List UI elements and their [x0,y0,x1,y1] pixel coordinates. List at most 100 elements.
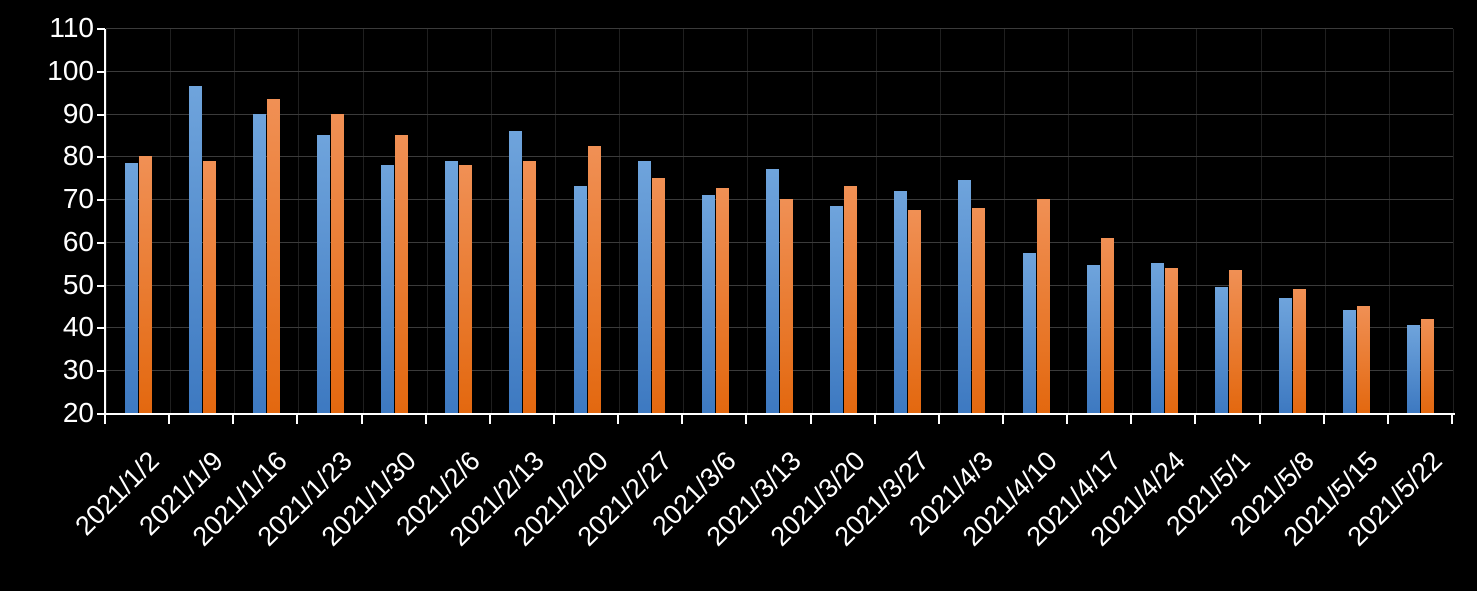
bar-orange-series [972,207,986,413]
x-axis-line [104,413,1455,415]
gridline-vertical [491,29,492,413]
bar-blue-series [381,164,395,413]
gridline-vertical [1132,29,1133,413]
bar-orange-series [138,156,152,413]
gridline-horizontal [106,114,1453,115]
gridline-vertical [427,29,428,413]
x-axis-tick [361,415,363,424]
bar-blue-series [252,113,266,413]
gridline-vertical [106,29,107,413]
bar-orange-series [651,177,665,413]
gridline-vertical [940,29,941,413]
gridline-horizontal [106,327,1453,328]
x-axis-tick [874,415,876,424]
gridline-vertical [555,29,556,413]
y-axis-tick [97,327,105,329]
gridline-horizontal [106,242,1453,243]
gridline-horizontal [106,71,1453,72]
gridline-vertical [876,29,877,413]
gridline-vertical [812,29,813,413]
gridline-vertical [619,29,620,413]
bar-blue-series [445,160,459,413]
bar-blue-series [1022,252,1036,413]
bar-orange-series [523,160,537,413]
bar-orange-series [908,209,922,413]
gridline-vertical [683,29,684,413]
gridline-vertical [1389,29,1390,413]
bar-blue-series [317,134,330,413]
bar-blue-series [637,160,651,413]
x-axis-tick [1259,415,1261,424]
x-axis-tick [745,415,747,424]
x-axis-tick [489,415,491,424]
bar-orange-series [1164,267,1178,413]
x-axis-tick [1002,415,1004,424]
y-tick-label: 40 [62,311,94,342]
bar-orange-series [1421,318,1435,413]
x-axis-tick [425,415,427,424]
bar-orange-series [715,188,729,413]
y-axis-tick [97,242,105,244]
bar-orange-series [780,199,793,413]
bar-blue-series [894,190,908,413]
bar-orange-series [1229,269,1242,413]
bar-orange-series [1357,306,1371,413]
gridline-horizontal [106,28,1453,29]
y-axis-tick [97,413,105,415]
bar-blue-series [958,179,972,413]
gridline-vertical [1261,29,1262,413]
x-axis-tick [296,415,298,424]
x-axis-tick [681,415,683,424]
bar-orange-series [395,134,409,413]
gridline-vertical [1068,29,1069,413]
gridline-vertical [363,29,364,413]
gridline-horizontal [106,156,1453,157]
x-axis-tick [810,415,812,424]
y-axis-tick [97,114,105,116]
y-axis-tick [97,156,105,158]
bar-blue-series [1343,310,1357,413]
gridline-horizontal [106,370,1453,371]
gridline-vertical [747,29,748,413]
bar-orange-series [266,98,280,413]
x-axis-tick [617,415,619,424]
y-tick-label: 60 [62,226,94,257]
bar-orange-series [459,164,473,413]
gridline-vertical [1004,29,1005,413]
y-tick-label: 50 [62,269,94,300]
gridline-horizontal [106,285,1453,286]
gridline-vertical [298,29,299,413]
gridline-vertical [1453,29,1454,413]
y-tick-label: 110 [49,12,94,43]
bar-blue-series [766,169,779,413]
x-axis-tick [168,415,170,424]
x-axis-tick [553,415,555,424]
x-axis-tick [938,415,940,424]
bar-blue-series [573,186,587,413]
bar-blue-series [509,130,523,413]
bar-orange-series [1100,237,1114,413]
gridline-vertical [1196,29,1197,413]
bar-blue-series [1150,263,1164,413]
y-axis-tick [97,28,105,30]
y-tick-label: 90 [62,98,94,129]
bar-blue-series [830,205,844,413]
bar-blue-series [1215,286,1228,413]
gridline-vertical [234,29,235,413]
y-tick-label: 100 [47,55,94,86]
y-tick-label: 20 [62,397,94,428]
bar-orange-series [331,113,344,413]
bar-blue-series [124,162,138,413]
bar-orange-series [202,160,216,413]
gridline-vertical [170,29,171,413]
x-axis-tick [1323,415,1325,424]
bar-blue-series [1279,297,1293,413]
bar-orange-series [1036,199,1050,413]
x-axis-tick [232,415,234,424]
y-tick-label: 70 [62,183,94,214]
y-tick-label: 30 [62,354,94,385]
x-axis-tick [1194,415,1196,424]
bar-orange-series [844,186,858,413]
y-axis-tick [97,199,105,201]
